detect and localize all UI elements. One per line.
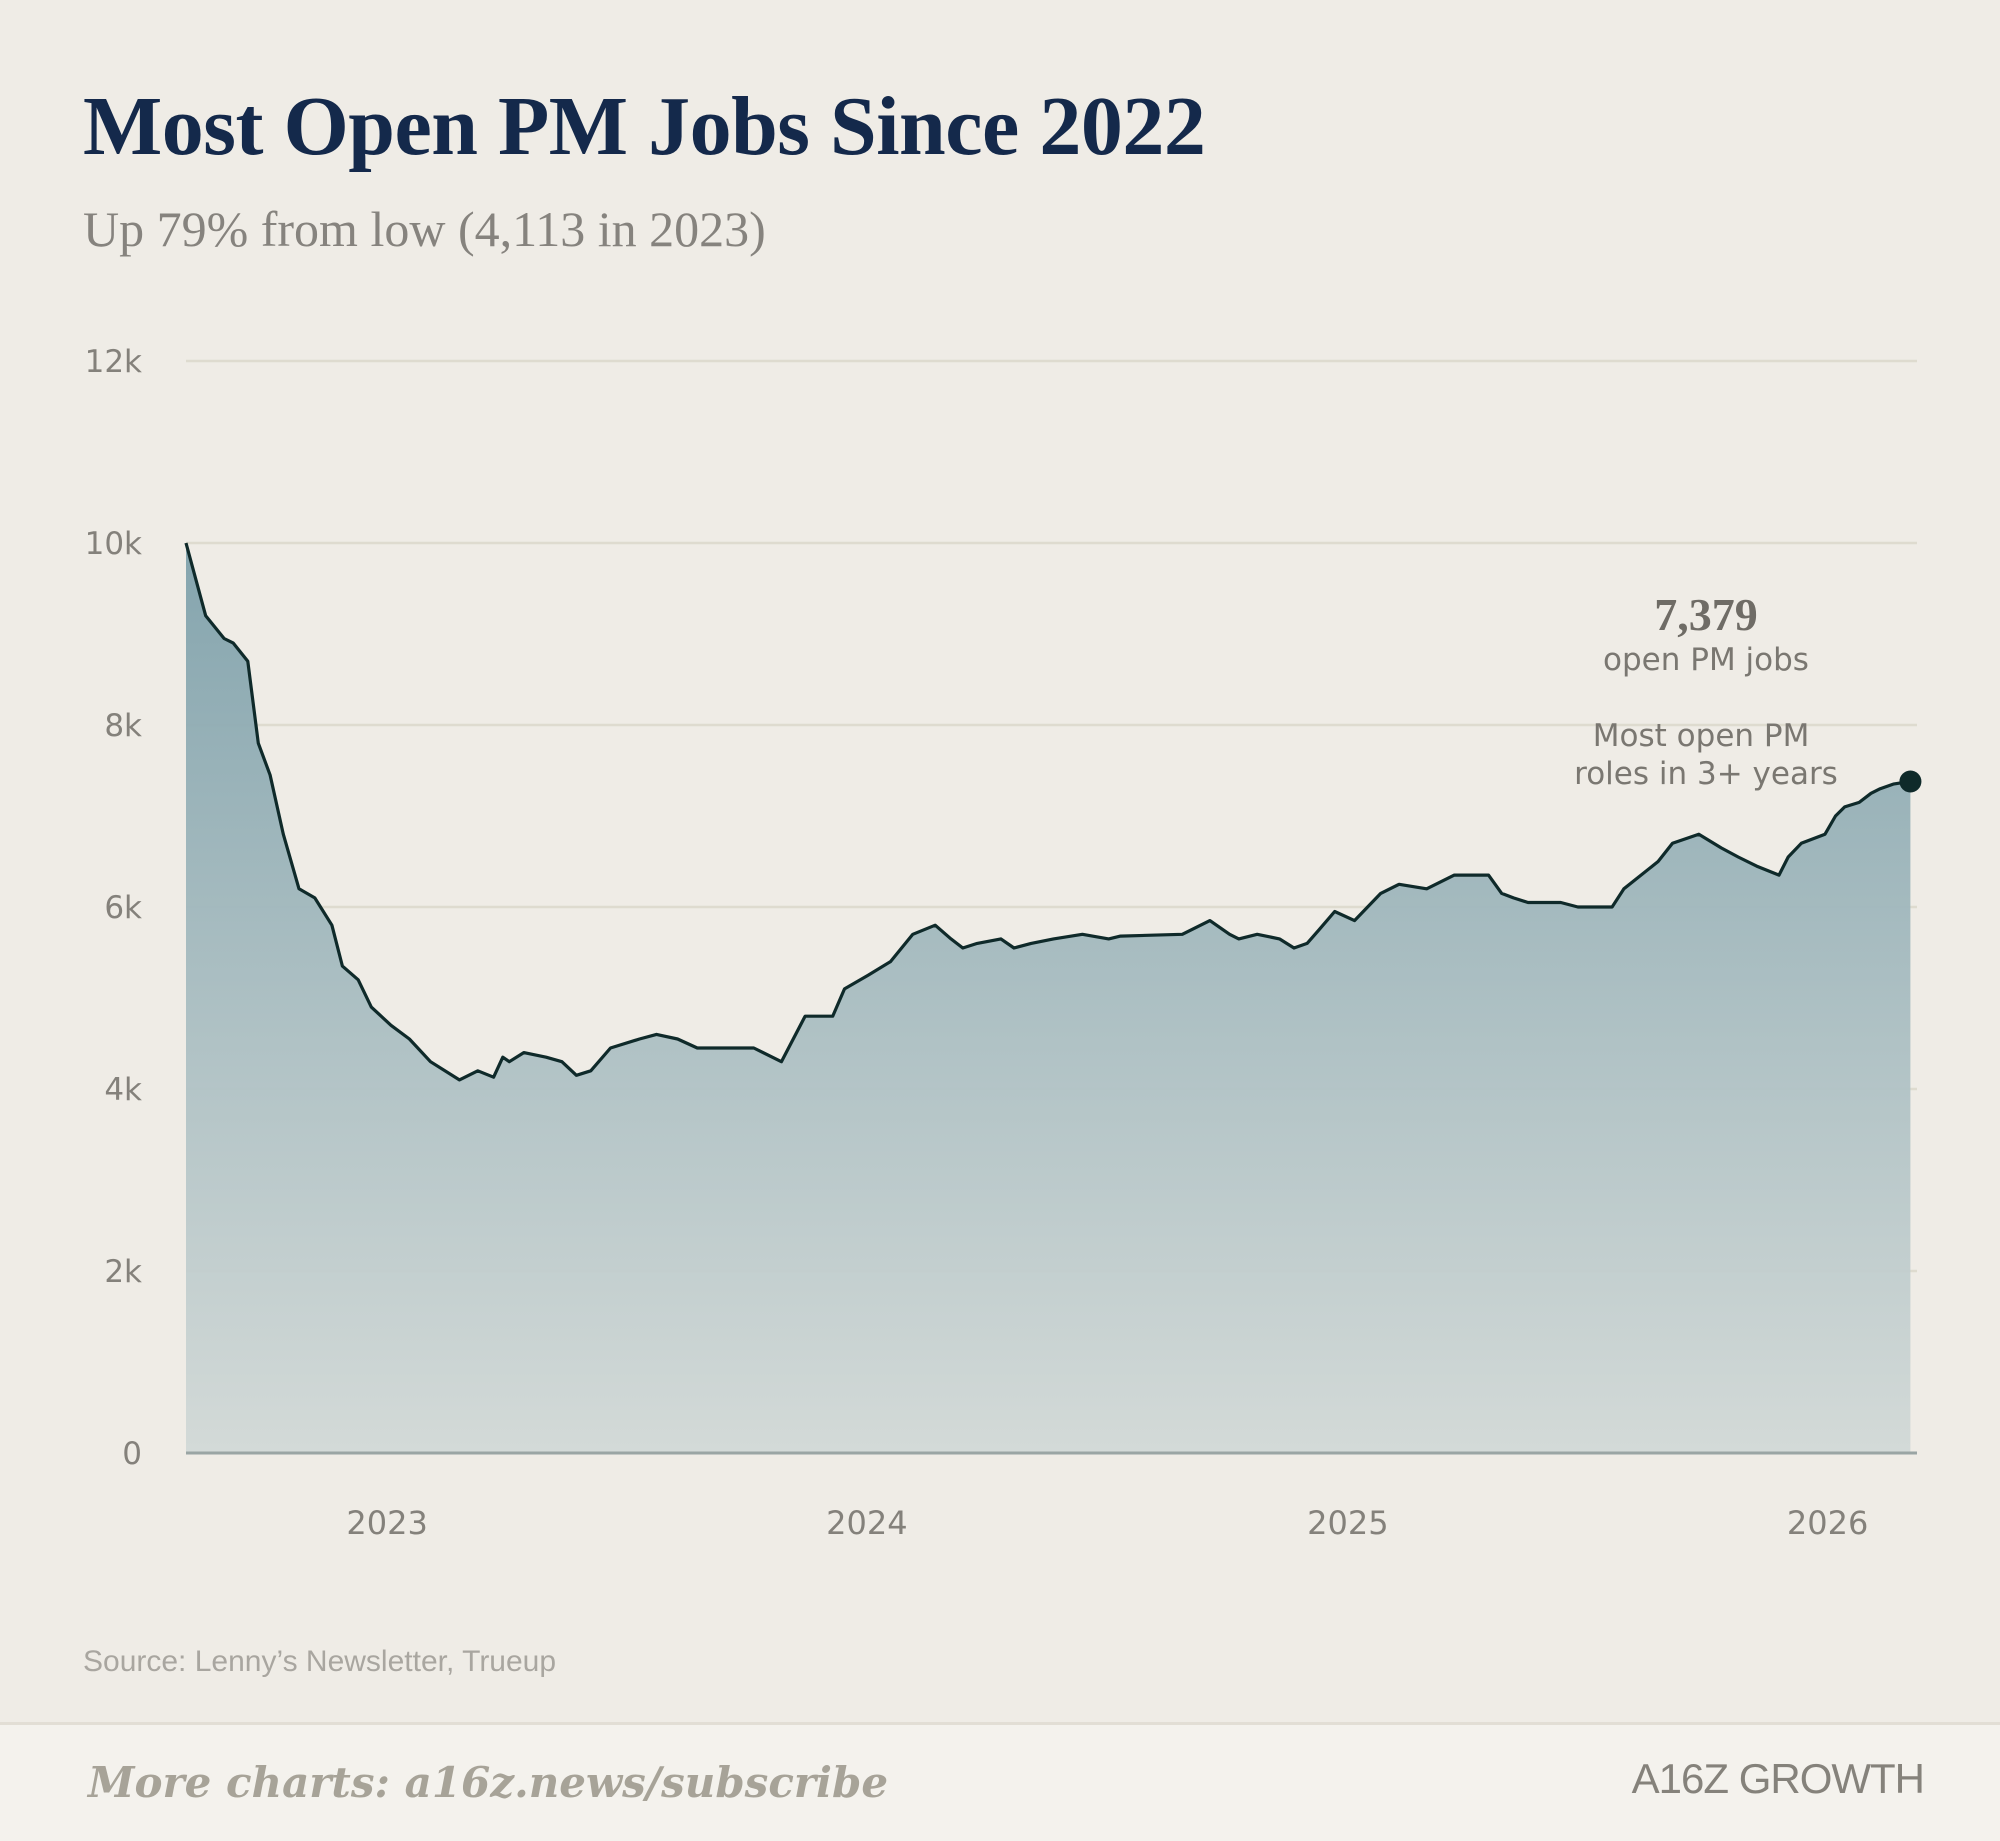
y-tick-label: 10k [85,526,142,562]
area-chart: 0 2k 4k 6k 8k 10k 12k 2023 2024 2025 2026 7,379 o… [85,344,1922,1542]
subscribe-link[interactable]: More charts: a16z.news/subscribe [88,1758,889,1807]
annotation-value: 7,379 [1654,589,1758,640]
annotation-note: Most open PM roles in 3+ years [1574,718,1838,792]
x-tick-label: 2026 [1787,1504,1868,1542]
x-tick-label: 2024 [826,1504,907,1542]
area-fill [186,543,1911,1453]
y-tick-label: 6k [104,890,142,926]
chart-title: Most Open PM Jobs Since 2022 [83,80,1206,173]
latest-value-point[interactable] [1899,770,1922,793]
x-tick-label: 2023 [346,1504,427,1542]
source-note: Source: Lenny’s Newsletter, Trueup [83,1645,557,1678]
series-line [184,542,1911,1082]
y-tick-label: 12k [85,344,142,380]
chart-subtitle: Up 79% from low (4,113 in 2023) [83,201,766,257]
footer-bar [0,1722,2000,1841]
y-tick-label: 4k [104,1072,142,1108]
y-tick-label: 8k [104,708,142,744]
y-tick-label: 2k [104,1254,142,1290]
a16z-growth-logo: A16Z GROWTH [1631,1755,1925,1802]
y-tick-label: 0 [122,1436,142,1472]
x-tick-label: 2025 [1307,1504,1388,1542]
annotation-label: open PM jobs [1603,642,1809,678]
